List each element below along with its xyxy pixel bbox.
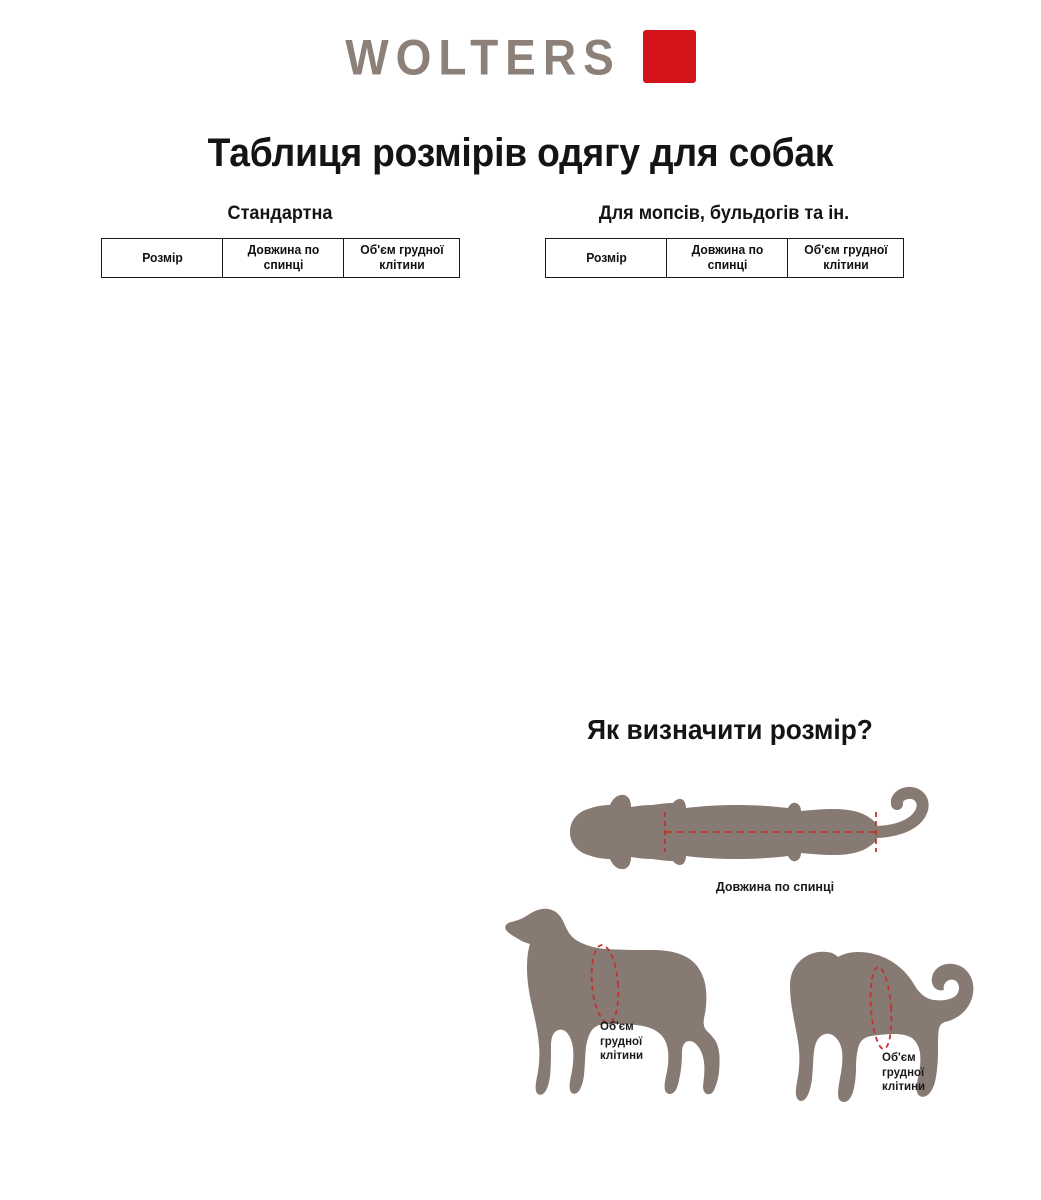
large-dog-silhouette-icon [505, 908, 720, 1095]
chest-measure-label-large-dog: Об'єм грудної клітини [600, 1021, 644, 1063]
pug-illustration [790, 951, 974, 1102]
brand-wordmark: WOLTERS [345, 28, 621, 85]
column-header-length: Довжина по спинці [667, 238, 787, 278]
pugs-table-caption: Для мопсів, бульдогів та ін. [598, 203, 850, 224]
column-header-chest: Об'єм грудної клітини [788, 238, 903, 278]
table-header-row: Розмір Довжина по спинці Об'єм грудної к… [102, 238, 460, 278]
page-title: Таблиця розмірів одягу для собак [207, 130, 834, 175]
column-header-size: Розмір [546, 238, 666, 278]
pugs-size-table: Розмір Довжина по спинці Об'єм грудної к… [545, 238, 904, 278]
back-length-label: Довжина по спинці [715, 880, 835, 894]
pug-silhouette-icon [790, 951, 974, 1102]
brand-square-icon [642, 30, 696, 83]
table-head: Розмір Довжина по спинці Об'єм грудної к… [546, 238, 904, 278]
dog-top-silhouette-icon [570, 794, 879, 870]
column-header-size: Розмір [102, 238, 222, 278]
dog-tail-icon [868, 787, 929, 838]
chest-measure-dashed-ellipse [590, 944, 620, 1024]
chest-measure-label-pug: Об'єм грудної клітини [882, 1052, 926, 1094]
standard-table-caption: Стандартна [227, 203, 333, 224]
standard-size-table: Розмір Довжина по спинці Об'єм грудної к… [101, 238, 460, 278]
brand-logo: WOLTERS [0, 30, 1041, 83]
table-head: Розмір Довжина по спинці Об'єм грудної к… [102, 238, 460, 278]
column-header-chest: Об'єм грудної клітини [344, 238, 459, 278]
dog-top-view-illustration [570, 787, 929, 870]
table-header-row: Розмір Довжина по спинці Об'єм грудної к… [546, 238, 904, 278]
column-header-length: Довжина по спинці [223, 238, 343, 278]
large-dog-illustration [505, 908, 720, 1095]
chest-measure-dashed-ellipse [869, 966, 893, 1050]
howto-section-title: Як визначити розмір? [587, 714, 873, 745]
